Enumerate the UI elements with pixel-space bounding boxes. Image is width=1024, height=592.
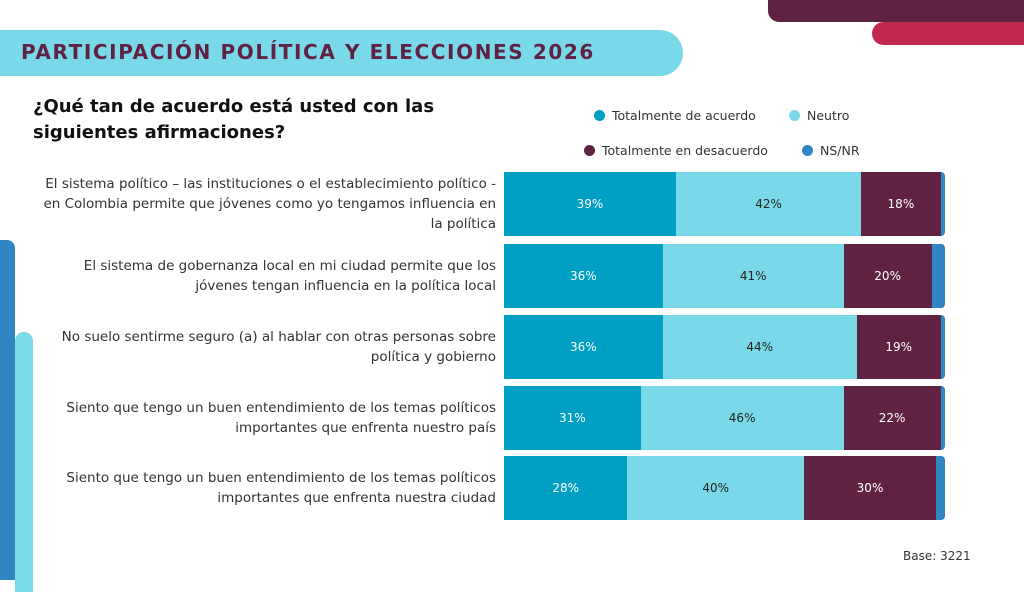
legend-label: Totalmente en desacuerdo (602, 143, 768, 158)
bar-segment (940, 386, 945, 450)
bar-segment: 28% (504, 456, 628, 520)
chart-title: ¿Qué tan de acuerdo está usted con las s… (33, 96, 435, 143)
legend-swatch (594, 110, 605, 121)
legend-label: Totalmente de acuerdo (612, 108, 756, 123)
bar-segment: 22% (843, 386, 941, 450)
data-label: 44% (746, 340, 774, 354)
category-label: El sistema político – las instituciones … (43, 176, 496, 232)
data-label: 31% (559, 411, 586, 425)
bar-segment (940, 172, 945, 236)
legend-item: Totalmente de acuerdo (594, 108, 756, 123)
bar-segment: 30% (803, 456, 937, 520)
page-title: PARTICIPACIÓN POLÍTICA Y ELECCIONES 2026 (21, 40, 595, 64)
data-label: 28% (552, 481, 580, 495)
bar-segment: 40% (627, 456, 804, 520)
legend-label: Neutro (807, 108, 850, 123)
data-label: 41% (739, 269, 767, 283)
stacked-bar: 31% 46% 22% (504, 386, 945, 450)
stacked-bar: 39% 42% 18% (504, 172, 945, 236)
bar-segment: 42% (675, 172, 862, 236)
data-label: 40% (702, 481, 729, 495)
bar-segment (940, 315, 945, 379)
bar-segment: 41% (662, 244, 844, 308)
data-label: 36% (570, 340, 597, 354)
legend-item: Neutro (789, 108, 849, 123)
bar-segment (936, 456, 945, 520)
base-note: Base: 3221 (903, 549, 971, 563)
data-label: 42% (755, 197, 782, 211)
category-label: El sistema de gobernanza local en mi ciu… (83, 258, 496, 294)
legend-swatch (584, 145, 595, 156)
data-label: 22% (878, 411, 906, 425)
bar-segment: 44% (662, 315, 857, 379)
bar-segment: 19% (856, 315, 941, 379)
category-label: Siento que tengo un buen entendimiento d… (66, 470, 496, 506)
legend-label: NS/NR (820, 143, 860, 158)
bar-segment: 18% (861, 172, 941, 236)
header-banner: PARTICIPACIÓN POLÍTICA Y ELECCIONES 2026 (0, 30, 683, 76)
legend-item: NS/NR (802, 143, 860, 158)
decor-bar-left-cyan (15, 332, 33, 592)
stacked-bar: 36% 41% 20% (504, 244, 945, 308)
stacked-bar: 28% 40% 30% (504, 456, 945, 520)
data-label: 18% (887, 197, 915, 211)
category-label: Siento que tengo un buen entendimiento d… (66, 400, 496, 436)
data-label: 36% (570, 269, 597, 283)
decor-bar-top-red (872, 22, 1024, 45)
data-label: 19% (885, 340, 912, 354)
decor-bar-top-purple (768, 0, 1024, 22)
decor-bar-left-blue (0, 240, 15, 580)
bar-segment: 36% (504, 315, 663, 379)
bar-segment: 20% (843, 244, 932, 308)
bar-segment: 39% (504, 172, 676, 236)
bar-segment (931, 244, 945, 308)
bar-segment: 31% (504, 386, 641, 450)
stacked-bar: 36% 44% 19% (504, 315, 945, 379)
data-label: 30% (856, 481, 884, 495)
legend-item: Totalmente en desacuerdo (584, 143, 768, 158)
legend-swatch (802, 145, 813, 156)
bar-segment: 46% (640, 386, 844, 450)
bar-segment: 36% (504, 244, 663, 308)
category-label: No suelo sentirme seguro (a) al hablar c… (61, 329, 496, 365)
legend-swatch (789, 110, 800, 121)
data-label: 20% (874, 269, 901, 283)
data-label: 46% (728, 411, 756, 425)
data-label: 39% (576, 197, 604, 211)
